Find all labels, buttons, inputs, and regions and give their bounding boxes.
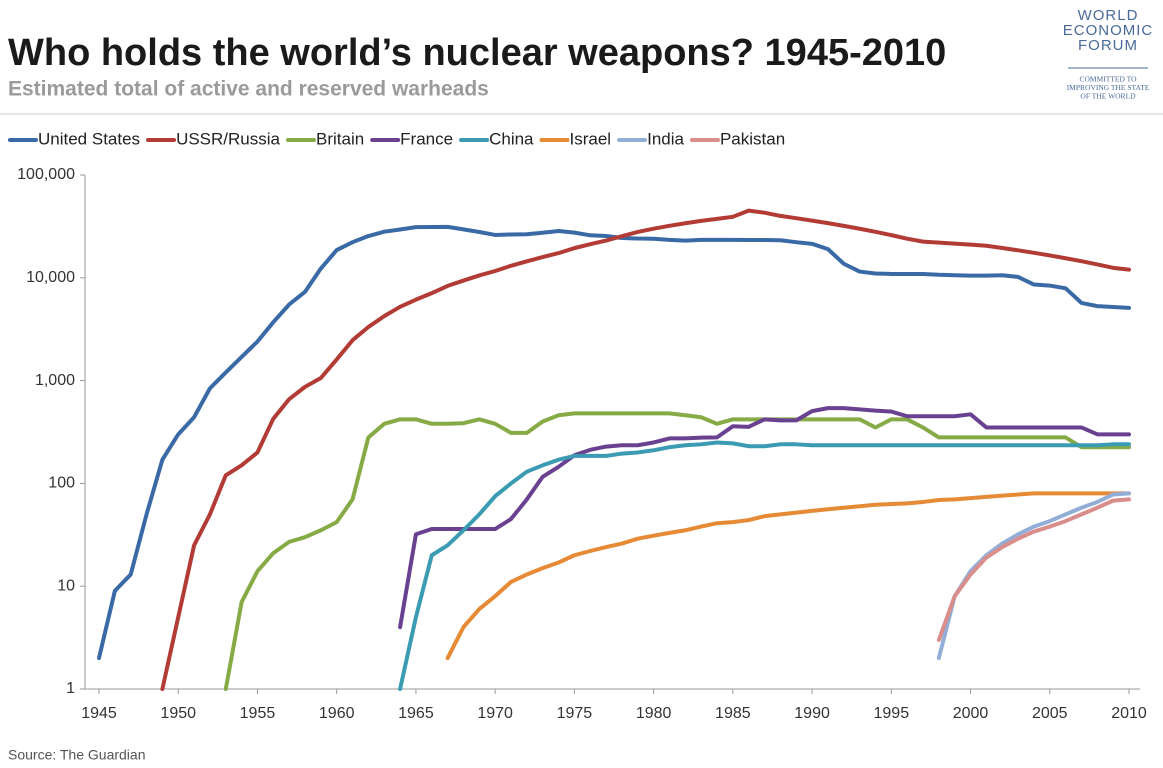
legend-label: India <box>647 129 684 148</box>
source: Source: The Guardian <box>8 747 146 763</box>
x-tick-label: 1945 <box>81 705 117 722</box>
legend-label: France <box>400 129 453 148</box>
x-tick-label: 1995 <box>874 705 910 722</box>
series-line <box>223 411 1131 691</box>
series-line <box>936 497 1131 642</box>
logo-tagline: COMMITTED TO <box>1079 75 1137 84</box>
chart-title: Who holds the world’s nuclear weapons? 1… <box>8 32 946 74</box>
x-tick-label: 1965 <box>398 705 434 722</box>
logo-tagline: IMPROVING THE STATE <box>1067 83 1150 92</box>
legend-label: Pakistan <box>720 129 785 148</box>
y-tick-label: 10,000 <box>26 269 75 286</box>
x-tick-label: 1990 <box>794 705 830 722</box>
y-tick-label: 10 <box>57 577 75 594</box>
x-tick-label: 2010 <box>1111 705 1147 722</box>
series-line <box>160 208 1131 691</box>
chart-subtitle: Estimated total of active and reserved w… <box>8 78 489 101</box>
logo-text: WORLD <box>1078 7 1139 24</box>
series-line <box>398 440 1131 691</box>
x-tick-label: 1955 <box>240 705 276 722</box>
legend-label: Israel <box>570 129 612 148</box>
x-tick-label: 2000 <box>953 705 989 722</box>
x-tick-label: 1960 <box>319 705 355 722</box>
x-tick-label: 1985 <box>715 705 751 722</box>
logo-text: FORUM <box>1078 37 1138 54</box>
x-tick-label: 1980 <box>636 705 672 722</box>
x-tick-label: 1975 <box>557 705 593 722</box>
series-line <box>936 491 1131 661</box>
legend-label: Britain <box>316 129 364 148</box>
logo-text: ECONOMIC <box>1063 22 1154 39</box>
x-tick-label: 1950 <box>160 705 196 722</box>
y-tick-label: 1 <box>66 680 75 697</box>
legend-label: United States <box>38 129 140 148</box>
series-line <box>445 491 1131 661</box>
legend-label: USSR/Russia <box>176 129 280 148</box>
x-tick-label: 2005 <box>1032 705 1068 722</box>
x-tick-label: 1970 <box>477 705 513 722</box>
y-tick-label: 1,000 <box>35 372 75 389</box>
legend-label: China <box>489 129 534 148</box>
series-line <box>97 224 1131 661</box>
logo-tagline: OF THE WORLD <box>1080 92 1136 101</box>
series-line <box>398 406 1131 630</box>
y-tick-label: 100,000 <box>17 166 75 183</box>
y-tick-label: 100 <box>48 475 75 492</box>
